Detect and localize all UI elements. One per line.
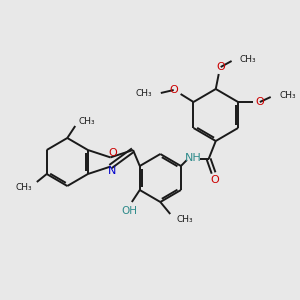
Text: N: N (108, 166, 117, 176)
Text: OH: OH (122, 206, 138, 216)
Text: CH₃: CH₃ (78, 116, 95, 125)
Text: O: O (216, 62, 225, 72)
Text: CH₃: CH₃ (239, 55, 256, 64)
Text: CH₃: CH₃ (15, 182, 32, 191)
Text: O: O (108, 148, 117, 158)
Text: CH₃: CH₃ (280, 92, 296, 100)
Text: CH₃: CH₃ (176, 215, 193, 224)
Text: CH₃: CH₃ (135, 88, 152, 98)
Text: O: O (210, 175, 219, 185)
Text: NH: NH (184, 153, 201, 163)
Text: O: O (169, 85, 178, 95)
Text: O: O (256, 97, 264, 107)
